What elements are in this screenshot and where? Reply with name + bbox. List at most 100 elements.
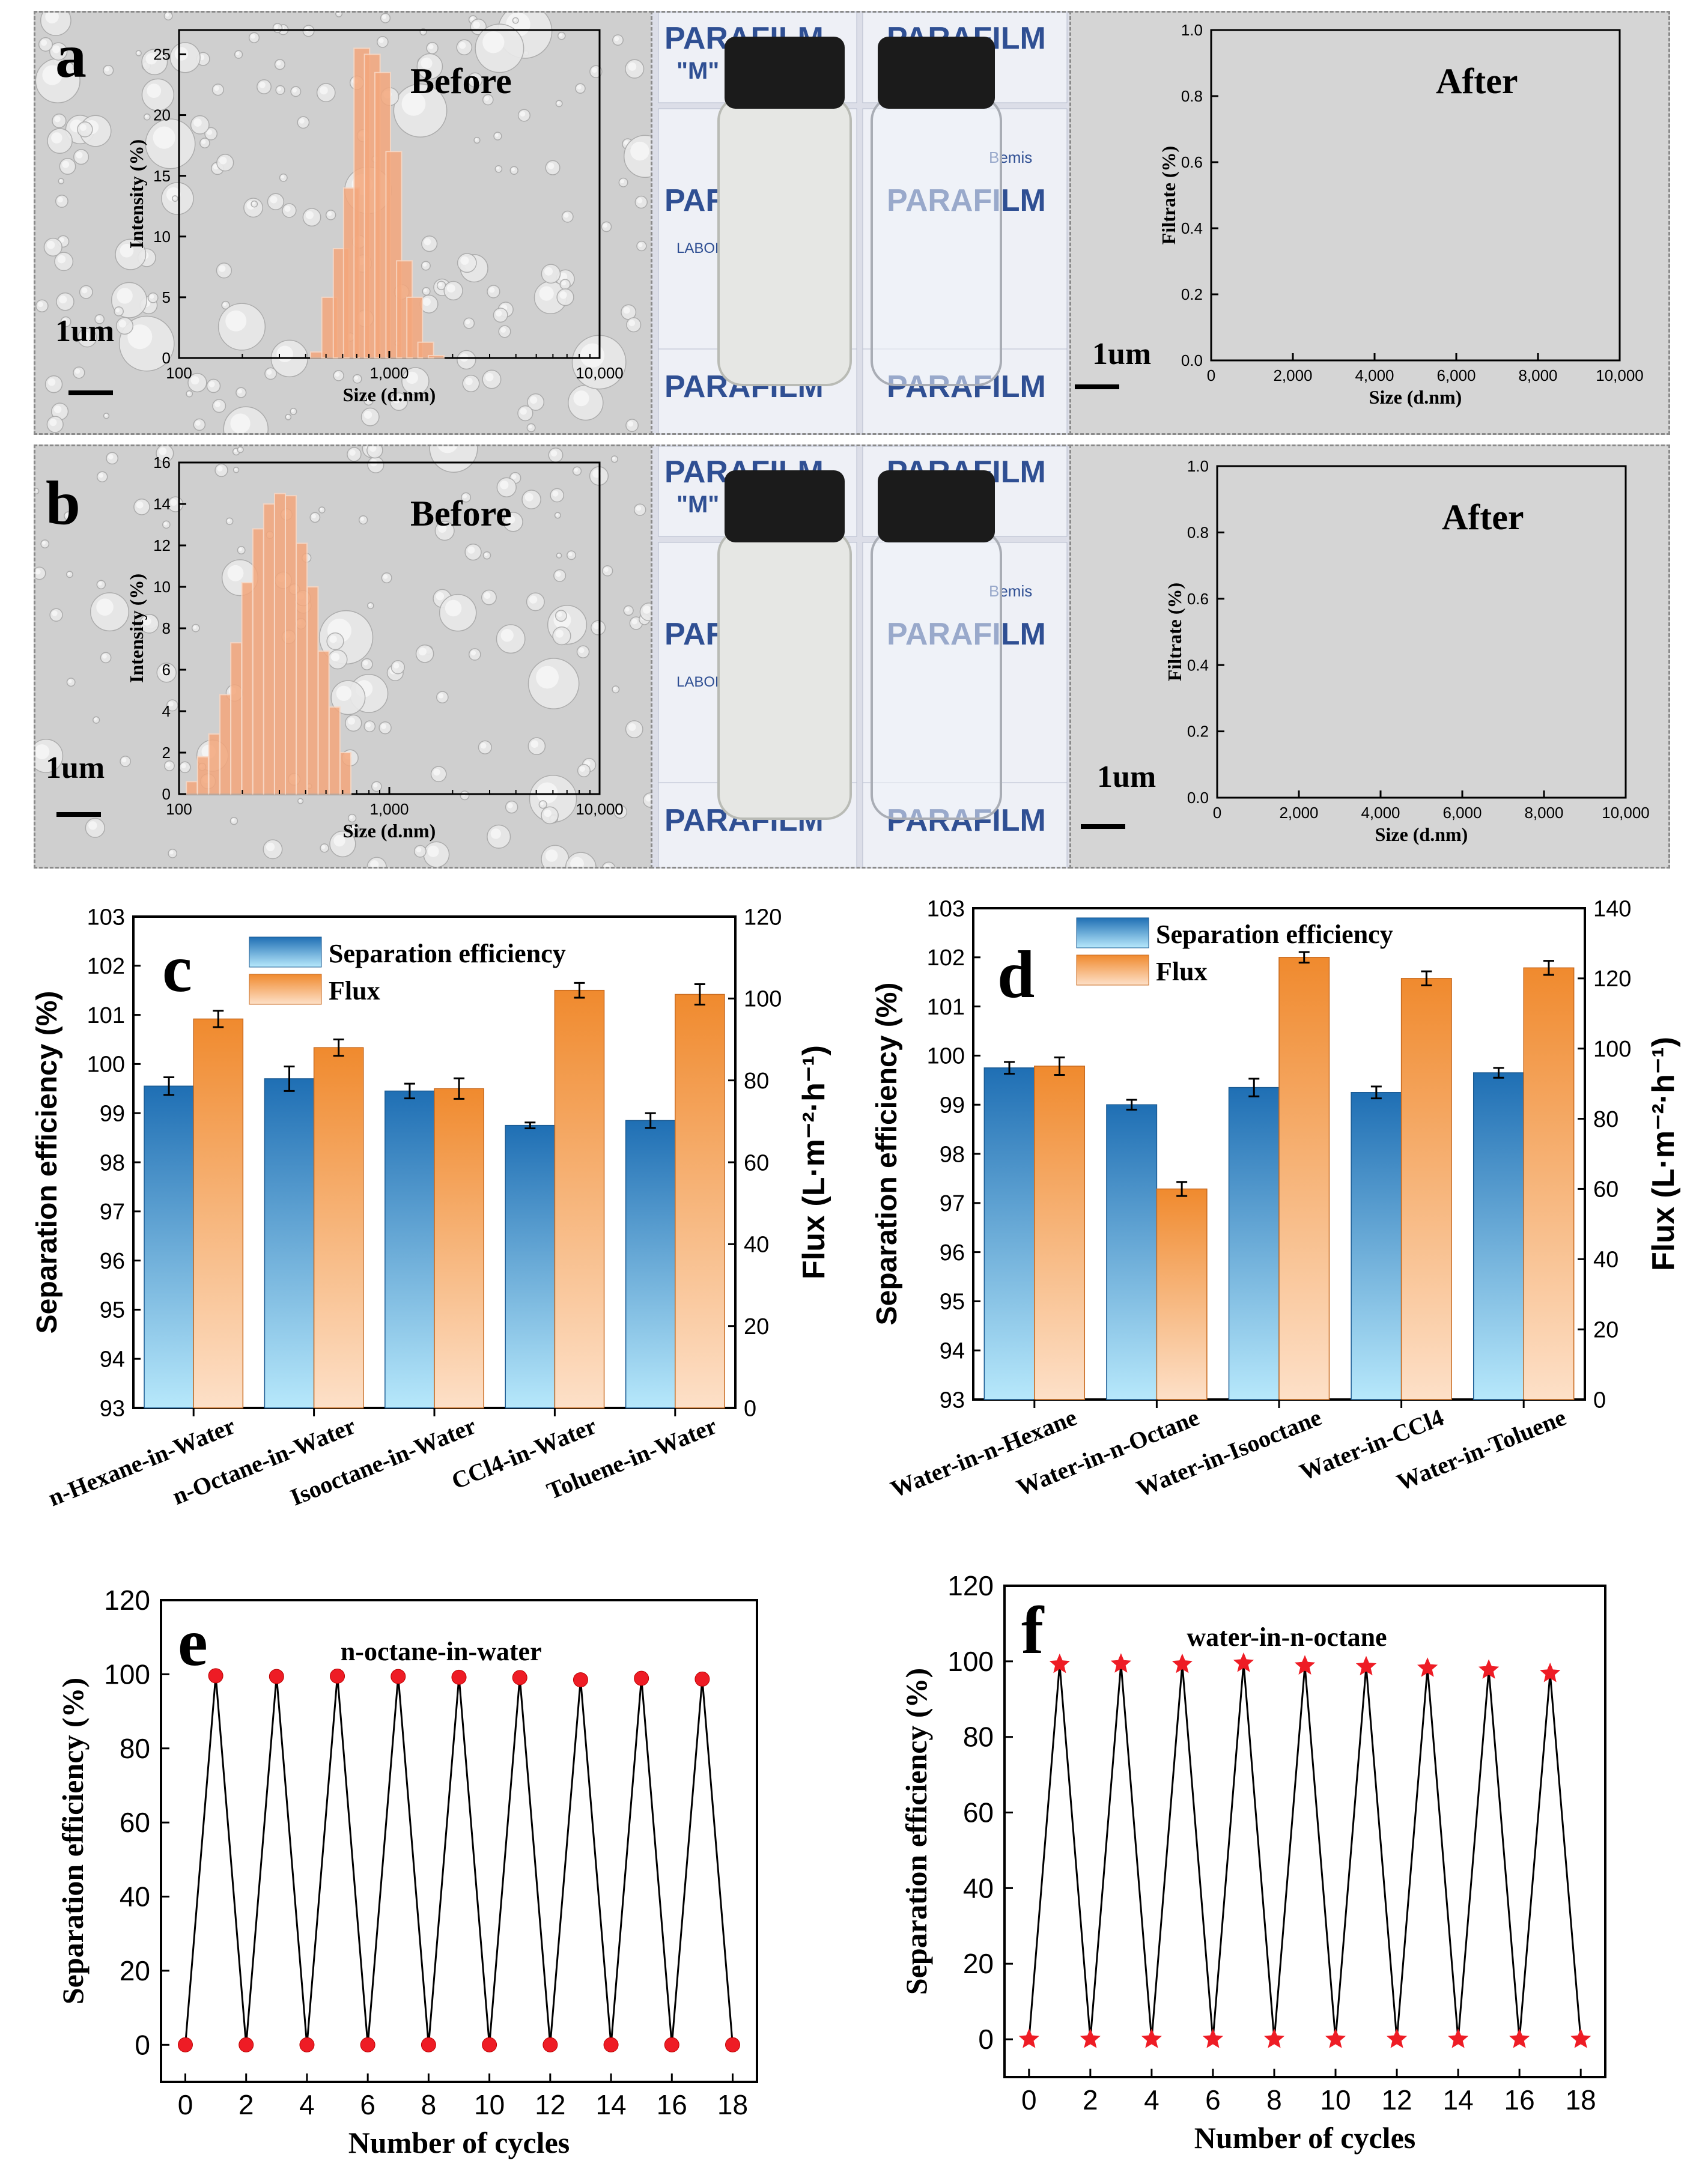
droplet-highlight [392, 395, 401, 404]
y-tick-label: 100 [1593, 1037, 1631, 1062]
x-tick-label: 12 [1381, 2084, 1412, 2116]
x-tick-label: 14 [595, 2089, 626, 2120]
y-tick-label: 0.2 [1181, 285, 1203, 303]
data-point [634, 1670, 649, 1686]
y-tick-label: 96 [100, 1249, 125, 1274]
droplet-highlight [593, 622, 600, 629]
droplet-highlight [35, 489, 37, 492]
legend-label: Flux [329, 976, 380, 1006]
x-tick-label: 0 [178, 2089, 193, 2120]
x-tick-label: 6,000 [1436, 366, 1476, 384]
droplet-highlight [168, 701, 174, 707]
y-tick-label: 0.4 [1187, 656, 1209, 674]
data-point [299, 2037, 315, 2052]
droplet-highlight [52, 610, 58, 616]
y-tick-label: 120 [1593, 966, 1631, 992]
droplet-highlight [603, 223, 608, 228]
droplet-highlight [330, 652, 340, 662]
droplet-highlight [214, 401, 220, 407]
series-line [1028, 1663, 1582, 2040]
droplet-highlight [227, 565, 244, 581]
droplet-highlight [320, 508, 323, 511]
droplet-highlight [424, 288, 427, 293]
droplet-highlight [327, 211, 332, 216]
droplet-highlight [329, 635, 337, 643]
x-axis-label: Size (d.nm) [1369, 386, 1462, 408]
droplet-highlight [495, 310, 502, 317]
droplet-highlight [145, 53, 157, 65]
droplet-highlight [383, 574, 388, 579]
y-axis-label: Separation efficiency (%) [871, 983, 903, 1326]
droplet-highlight [76, 151, 83, 159]
distribution-bar [274, 493, 287, 795]
droplet-highlight [545, 849, 558, 862]
droplet-highlight [459, 41, 466, 49]
droplet-highlight [604, 864, 610, 867]
x-tick-label: 8,000 [1518, 366, 1557, 384]
y-tick-label: 20 [153, 106, 171, 124]
chart-d: Water-in-n-HexaneWater-in-n-OctaneWater-… [871, 896, 1681, 1503]
data-point [177, 2037, 193, 2052]
droplet-highlight [57, 196, 63, 203]
x-tick-label: 10,000 [576, 800, 624, 818]
plot-frame [1216, 465, 1627, 799]
y-tick-label: 101 [927, 995, 965, 1020]
droplet-highlight [42, 65, 62, 85]
droplet-highlight [630, 141, 649, 161]
distribution-bar [306, 586, 319, 795]
droplet-highlight [65, 513, 70, 517]
droplet-highlight [579, 766, 585, 772]
data-point [391, 1669, 406, 1684]
y2-axis-label: Flux (L·m⁻²·h⁻¹) [797, 1045, 831, 1279]
droplet-highlight [564, 213, 569, 218]
droplet-highlight [500, 481, 509, 490]
droplet-highlight [108, 454, 114, 460]
droplet-highlight [59, 237, 65, 243]
droplet-highlight [62, 318, 67, 323]
bar-separation-efficiency [1106, 1104, 1158, 1400]
droplet-highlight [438, 693, 444, 699]
droplet-highlight [465, 377, 473, 386]
droplet-highlight [102, 654, 107, 659]
droplet-highlight [225, 310, 247, 332]
y-tick-label: 120 [744, 905, 782, 930]
y-tick-label: 1.0 [1187, 457, 1209, 475]
x-tick-label: 18 [717, 2089, 748, 2120]
y-tick-label: 102 [87, 954, 125, 979]
x-tick-label: 2,000 [1279, 804, 1318, 822]
y-tick-label: 0 [162, 785, 171, 803]
droplet-highlight [530, 740, 539, 748]
chart-e: 0 20 40 60 80 100 120 0 2 4 6 8 10 12 14 16 18 Number of … [56, 1585, 758, 2159]
x-tick-label: 0 [1021, 2084, 1037, 2116]
distribution-bar [196, 756, 209, 795]
droplet-highlight [163, 522, 168, 526]
droplet-highlight [62, 160, 70, 168]
x-tick-label: 18 [1566, 2084, 1596, 2116]
droplet-highlight [427, 845, 439, 857]
chart-title: After [1436, 61, 1518, 101]
droplet-highlight [393, 663, 400, 669]
x-tick-label: 10 [474, 2089, 505, 2120]
data-point [1355, 1655, 1377, 1676]
droplet-highlight [165, 13, 169, 17]
data-point [1141, 2028, 1162, 2048]
droplet-highlight [363, 410, 372, 419]
droplet-highlight [227, 518, 231, 522]
droplet-highlight [74, 368, 81, 374]
chart-title: After [1442, 497, 1524, 537]
droplet-highlight [266, 369, 272, 375]
bar-flux [1523, 967, 1575, 1400]
chart-a_before: 0 5 10 15 20 25 100 1,000 10,000 Size (d.nm) Inten… [55, 22, 624, 405]
droplet-highlight [437, 446, 458, 453]
droplet-highlight [636, 505, 642, 511]
droplet-highlight [614, 36, 619, 41]
legend-label: Flux [1156, 957, 1208, 986]
legend-swatch-efficiency [249, 936, 322, 968]
droplet-highlight [333, 835, 345, 847]
y-axis-label: Separation efficiency (%) [31, 991, 63, 1334]
x-tick-label: 8 [1266, 2084, 1282, 2116]
droplet-highlight [555, 629, 564, 638]
droplet-highlight [35, 744, 50, 760]
y-tick-label: 6 [162, 661, 171, 679]
label-text: "M" [676, 491, 719, 518]
